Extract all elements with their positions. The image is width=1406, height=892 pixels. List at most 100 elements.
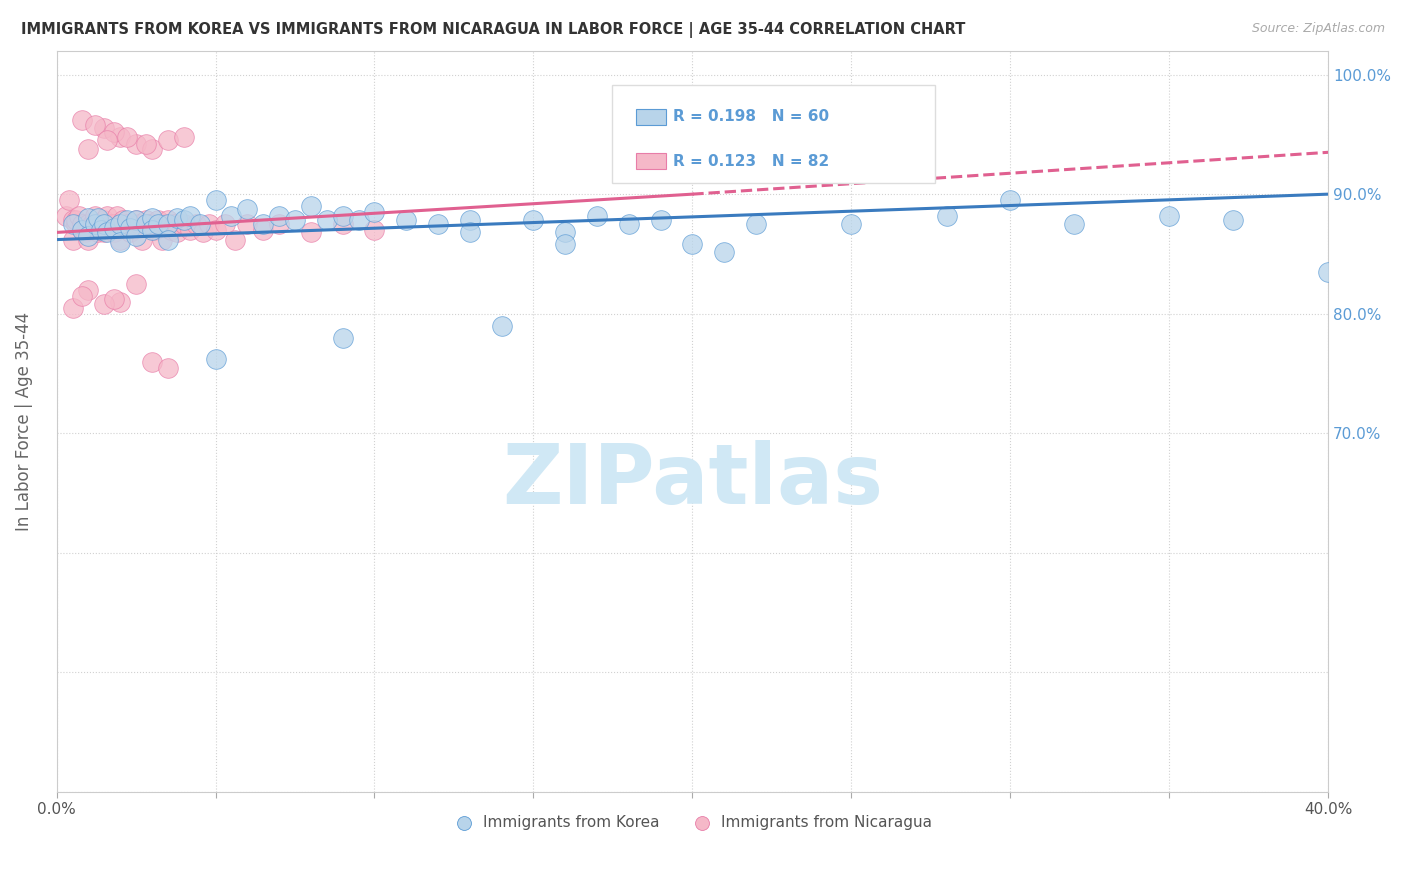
Point	[62, 233, 84, 247]
Point	[141, 217, 163, 231]
Point	[58, 193, 80, 207]
Point	[156, 233, 179, 247]
Point	[224, 233, 246, 247]
Point	[458, 213, 481, 227]
Point	[315, 213, 337, 227]
Point	[83, 209, 105, 223]
Point	[191, 226, 214, 240]
Point	[153, 217, 176, 231]
Point	[138, 217, 160, 231]
Point	[108, 235, 131, 249]
Point	[103, 125, 125, 139]
Point	[70, 217, 93, 231]
Point	[491, 318, 513, 333]
Point	[125, 136, 148, 151]
Point	[179, 223, 201, 237]
Text: ZIPatlas: ZIPatlas	[502, 440, 883, 521]
Text: IMMIGRANTS FROM KOREA VS IMMIGRANTS FROM NICARAGUA IN LABOR FORCE | AGE 35-44 CO: IMMIGRANTS FROM KOREA VS IMMIGRANTS FROM…	[21, 22, 966, 38]
Point	[93, 217, 115, 231]
Point	[103, 217, 125, 231]
Point	[96, 217, 118, 231]
Point	[148, 217, 170, 231]
Point	[332, 331, 354, 345]
Point	[108, 217, 131, 231]
Point	[269, 217, 291, 231]
Text: R = 0.198   N = 60: R = 0.198 N = 60	[673, 110, 830, 124]
Point	[141, 211, 163, 225]
Point	[135, 136, 157, 151]
Point	[70, 289, 93, 303]
Point	[90, 217, 112, 231]
Point	[77, 229, 100, 244]
Point	[83, 217, 105, 231]
Legend: Immigrants from Korea, Immigrants from Nicaragua: Immigrants from Korea, Immigrants from N…	[447, 809, 938, 836]
Point	[156, 213, 179, 227]
Point	[166, 226, 188, 240]
Point	[166, 211, 188, 225]
Point	[173, 217, 195, 231]
Point	[221, 209, 243, 223]
Point	[112, 213, 135, 227]
Y-axis label: In Labor Force | Age 35-44: In Labor Force | Age 35-44	[15, 312, 32, 531]
Point	[332, 209, 354, 223]
Point	[108, 129, 131, 144]
Point	[141, 142, 163, 156]
Point	[363, 223, 385, 237]
Point	[458, 226, 481, 240]
Point	[160, 223, 183, 237]
Text: R = 0.123   N = 82: R = 0.123 N = 82	[673, 154, 830, 169]
Point	[125, 229, 148, 244]
Point	[586, 209, 609, 223]
Point	[125, 277, 148, 291]
Point	[70, 113, 93, 128]
Point	[115, 129, 138, 144]
Point	[236, 217, 259, 231]
Point	[125, 213, 148, 227]
Point	[284, 213, 307, 227]
Point	[65, 217, 87, 231]
Point	[67, 209, 90, 223]
Point	[87, 226, 110, 240]
Text: Source: ZipAtlas.com: Source: ZipAtlas.com	[1251, 22, 1385, 36]
Point	[93, 213, 115, 227]
Point	[617, 217, 640, 231]
Point	[103, 293, 125, 307]
Point	[103, 220, 125, 235]
Point	[135, 217, 157, 231]
Point	[108, 217, 131, 231]
Point	[141, 354, 163, 368]
Point	[70, 223, 93, 237]
Point	[1317, 265, 1340, 279]
Point	[108, 233, 131, 247]
Point	[77, 223, 100, 237]
Point	[100, 217, 122, 231]
Point	[131, 233, 153, 247]
Point	[150, 233, 173, 247]
Point	[299, 199, 322, 213]
Point	[427, 217, 450, 231]
Point	[156, 217, 179, 231]
Point	[681, 237, 703, 252]
Point	[122, 217, 145, 231]
Point	[148, 213, 170, 227]
Point	[163, 217, 186, 231]
Point	[186, 217, 208, 231]
Point	[156, 360, 179, 375]
Point	[103, 226, 125, 240]
Point	[77, 142, 100, 156]
Point	[935, 209, 957, 223]
Point	[1222, 213, 1244, 227]
Point	[62, 217, 84, 231]
Point	[90, 223, 112, 237]
Point	[105, 209, 128, 223]
Point	[77, 233, 100, 247]
Point	[204, 352, 226, 367]
Point	[55, 209, 77, 223]
Point	[1000, 193, 1022, 207]
Point	[141, 223, 163, 237]
Point	[198, 217, 221, 231]
Point	[77, 211, 100, 225]
Point	[125, 213, 148, 227]
Point	[1063, 217, 1085, 231]
Point	[252, 223, 274, 237]
